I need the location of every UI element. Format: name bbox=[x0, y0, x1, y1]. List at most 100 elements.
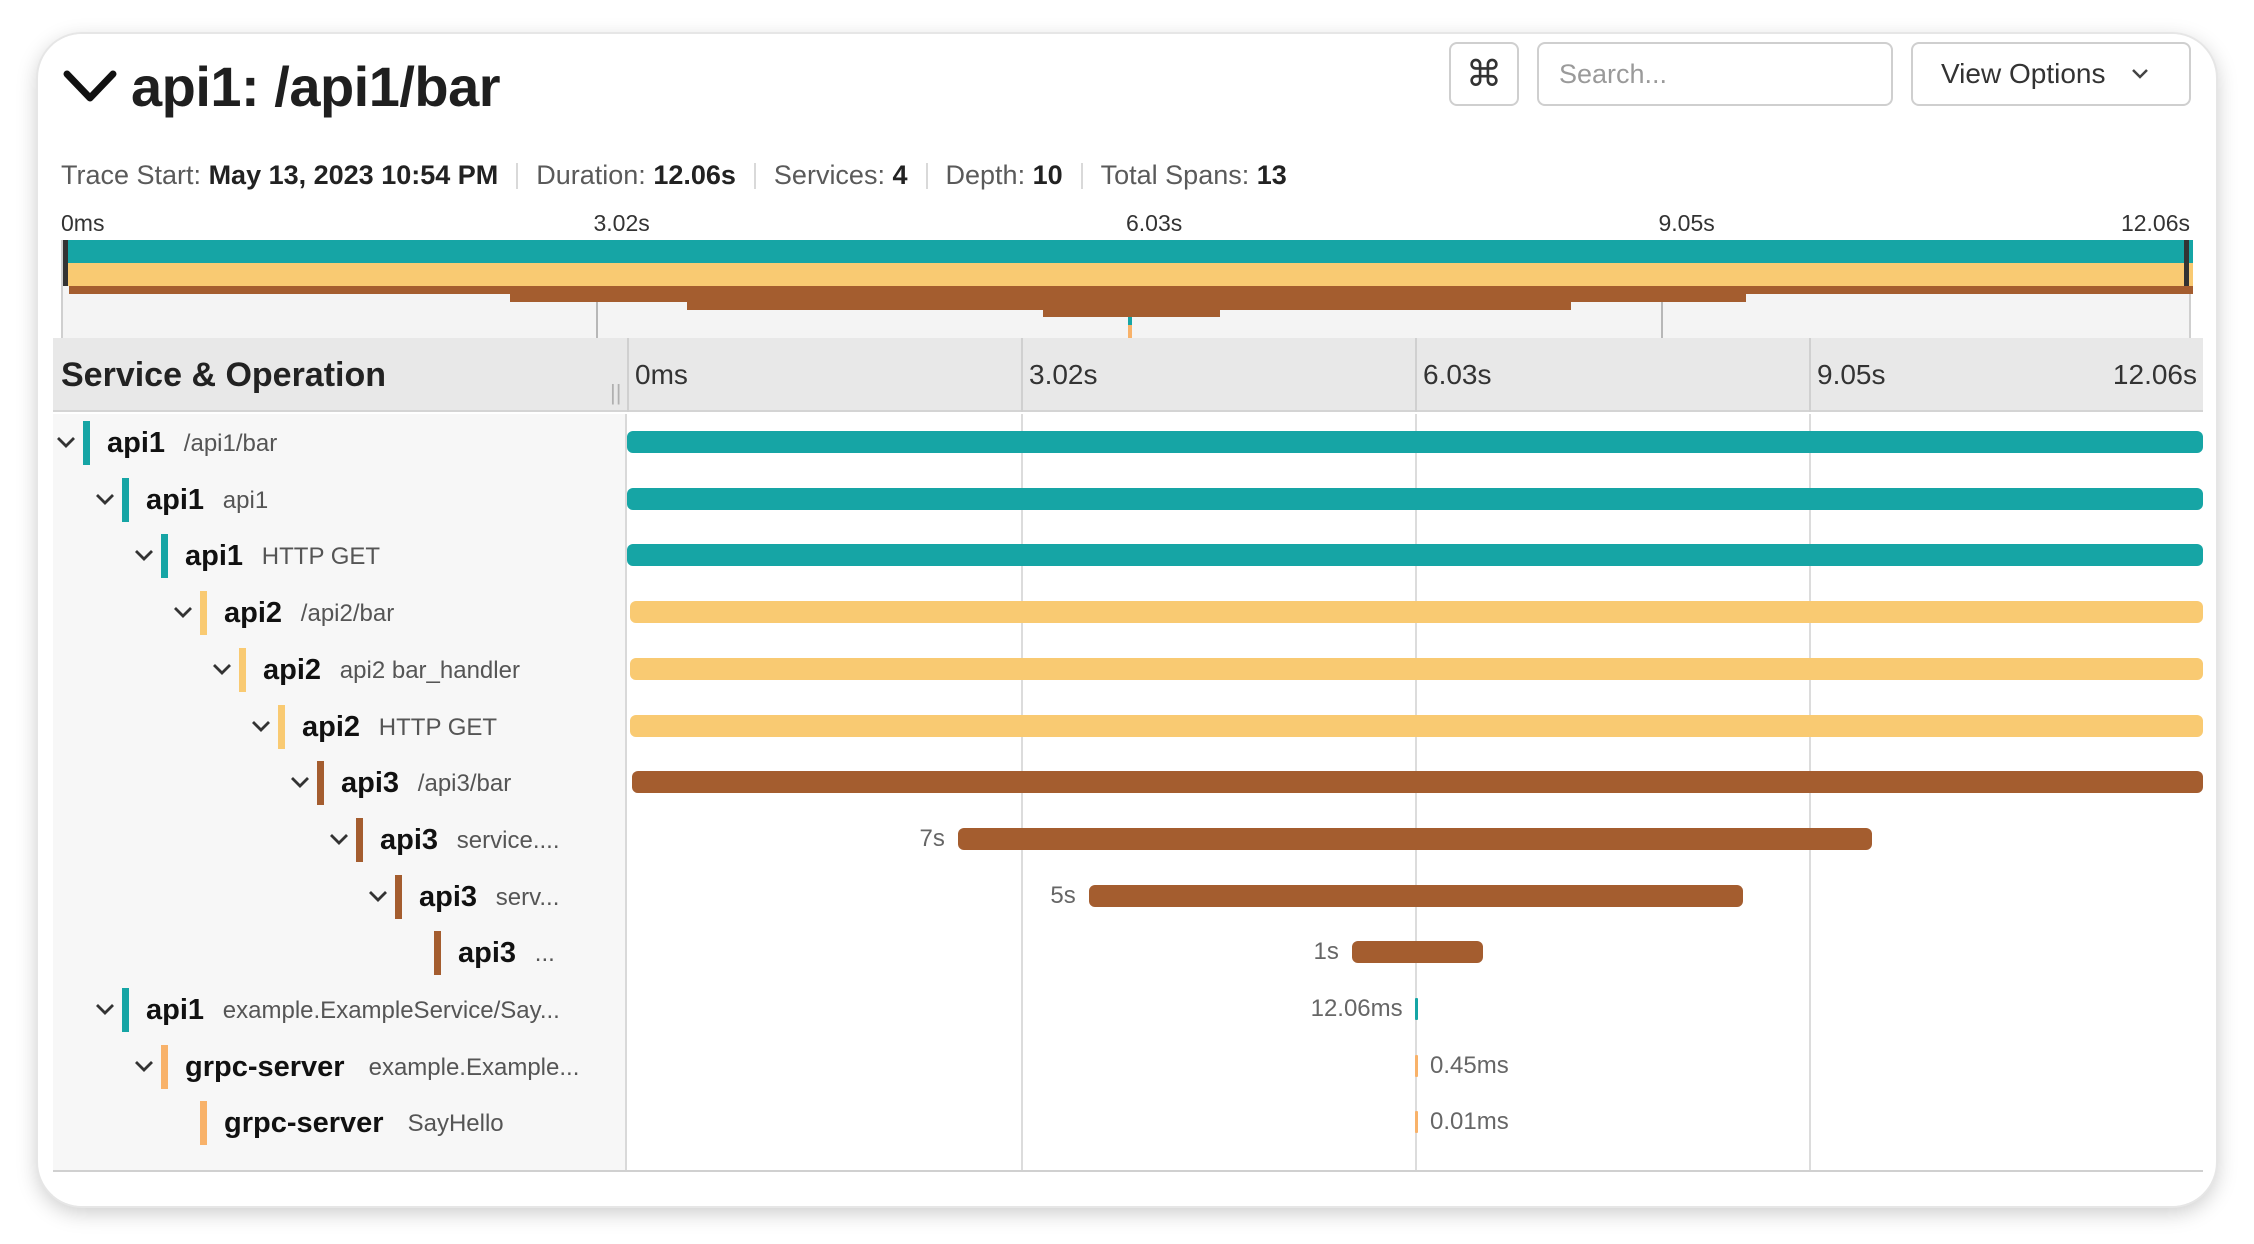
span-duration-label: 0.45ms bbox=[1430, 1051, 1509, 1079]
chevron-down-icon[interactable] bbox=[94, 490, 116, 508]
trace-header: api1: /api1/bar ⌘ View Options Trace Sta… bbox=[53, 34, 2203, 224]
span-duration-bar[interactable] bbox=[957, 827, 1873, 850]
minimap-span-bar bbox=[510, 294, 1746, 302]
timeline-tick-divider bbox=[1415, 338, 1417, 412]
span-operation-name: ... bbox=[534, 940, 555, 968]
view-options-button[interactable]: View Options bbox=[1911, 42, 2191, 106]
span-service-name: api2 bbox=[302, 710, 361, 743]
duration-value: 12.06s bbox=[653, 160, 736, 190]
span-row[interactable]: api3... bbox=[53, 924, 627, 982]
minimap-tick-label: 12.06s bbox=[2120, 210, 2190, 236]
duration-label: Duration: bbox=[536, 160, 646, 190]
span-operation-name: example.Example... bbox=[368, 1053, 580, 1081]
timeline-tick-label: 9.05s bbox=[1817, 359, 1886, 390]
span-duration-bar[interactable] bbox=[1351, 941, 1483, 964]
trace-title: api1: /api1/bar bbox=[131, 55, 501, 118]
total-spans-value: 13 bbox=[1256, 160, 1287, 190]
span-row[interactable]: api3/api3/bar bbox=[53, 754, 627, 812]
chevron-down-icon[interactable] bbox=[328, 830, 350, 848]
timeline-tick-label: 0ms bbox=[635, 359, 688, 390]
span-duration-label: 1s bbox=[1313, 938, 1339, 966]
span-row[interactable]: api1/api1/bar bbox=[53, 414, 627, 472]
span-service-name: api1 bbox=[146, 483, 205, 516]
minimap-span-bar bbox=[1128, 332, 1132, 341]
span-duration-bar[interactable] bbox=[630, 601, 2203, 624]
divider bbox=[1080, 162, 1083, 189]
span-duration-bar[interactable] bbox=[630, 657, 2203, 680]
services-value: 4 bbox=[892, 160, 908, 190]
span-row[interactable]: api3 service.... bbox=[53, 811, 627, 869]
span-duration-bar[interactable] bbox=[1415, 1111, 1418, 1134]
command-icon: ⌘ bbox=[1466, 53, 1502, 94]
span-service-name: grpc-server bbox=[185, 1050, 345, 1083]
table-bottom-border bbox=[53, 1170, 2203, 1172]
timeline-table: Service & Operation || 0ms 3.02s 6.03s 9.05… bbox=[53, 338, 2203, 1176]
span-operation-name: /api3/bar bbox=[417, 770, 512, 798]
depth-label: Depth: bbox=[945, 160, 1026, 190]
service-color-indicator bbox=[161, 534, 168, 579]
trace-summary: Trace Start: May 13, 2023 10:54 PM Durat… bbox=[61, 160, 1287, 191]
window-frame: api1: /api1/bar ⌘ View Options Trace Sta… bbox=[38, 34, 2216, 1206]
span-duration-label: 7s bbox=[919, 824, 945, 852]
collapse-chevron-icon[interactable] bbox=[61, 58, 119, 116]
minimap-span-bar bbox=[1128, 325, 1132, 333]
span-row[interactable]: api2/api2/bar bbox=[53, 584, 627, 642]
span-duration-bar[interactable] bbox=[631, 771, 2203, 794]
chevron-down-icon[interactable] bbox=[211, 660, 233, 678]
service-color-indicator bbox=[200, 591, 207, 636]
span-row[interactable]: api2 api2 bar_handler bbox=[53, 641, 627, 699]
span-operation-name: api1 bbox=[222, 486, 269, 514]
span-duration-bar[interactable] bbox=[630, 714, 2203, 737]
chevron-down-icon[interactable] bbox=[94, 1000, 116, 1018]
span-duration-bar[interactable] bbox=[1415, 998, 1418, 1020]
span-operation-name: /api2/bar bbox=[300, 600, 395, 628]
minimap-span-bar bbox=[69, 286, 2193, 295]
keyboard-shortcuts-button[interactable]: ⌘ bbox=[1449, 42, 1519, 106]
span-row[interactable]: api1 HTTP GET bbox=[53, 527, 627, 585]
span-duration-bar[interactable] bbox=[1088, 884, 1743, 907]
minimap-range-handle[interactable] bbox=[2184, 240, 2189, 286]
span-service-name: api2 bbox=[263, 653, 322, 686]
span-operation-name: HTTP GET bbox=[378, 713, 498, 741]
timeline-tick-divider bbox=[1809, 338, 1811, 412]
chevron-down-icon[interactable] bbox=[133, 546, 155, 564]
span-duration-bar[interactable] bbox=[627, 487, 2203, 510]
chevron-down-icon[interactable] bbox=[55, 433, 77, 451]
span-row[interactable]: api2 HTTP GET bbox=[53, 698, 627, 756]
minimap-span-bar bbox=[67, 278, 2193, 287]
trace-start-label: Trace Start: bbox=[61, 160, 202, 190]
minimap-span-bar bbox=[1042, 309, 1220, 318]
search-input[interactable] bbox=[1537, 42, 1893, 106]
span-row[interactable]: api1 api1 bbox=[53, 471, 627, 529]
span-row[interactable]: grpc-server SayHello bbox=[53, 1094, 627, 1152]
chevron-down-icon[interactable] bbox=[250, 717, 272, 735]
span-duration-bar[interactable] bbox=[627, 544, 2203, 567]
span-operation-name: api2 bar_handler bbox=[339, 656, 520, 684]
chevron-down-icon[interactable] bbox=[133, 1057, 155, 1075]
service-color-indicator bbox=[395, 874, 402, 919]
span-duration-bar[interactable] bbox=[627, 431, 2203, 453]
chevron-down-icon[interactable] bbox=[367, 887, 389, 905]
span-operation-name: HTTP GET bbox=[261, 543, 381, 571]
minimap-span-bar bbox=[63, 247, 2193, 256]
minimap-tick-label: 3.02s bbox=[593, 210, 650, 236]
span-row[interactable]: api3 serv... bbox=[53, 868, 627, 926]
minimap-span-bar bbox=[1128, 317, 1132, 326]
span-duration-bar[interactable] bbox=[1415, 1054, 1418, 1077]
service-color-indicator bbox=[122, 477, 129, 522]
span-row[interactable]: grpc-server example.Example... bbox=[53, 1038, 627, 1096]
minimap-canvas[interactable] bbox=[61, 240, 2193, 356]
span-duration-label: 12.06ms bbox=[1310, 995, 1403, 1022]
minimap-tick-label: 0ms bbox=[61, 210, 105, 236]
chevron-down-icon[interactable] bbox=[172, 603, 194, 621]
divider bbox=[516, 162, 519, 189]
span-row[interactable]: api1 example.ExampleService/Say... bbox=[53, 981, 627, 1039]
column-resize-handle[interactable]: || bbox=[610, 380, 622, 405]
span-operation-name: /api1/bar bbox=[183, 430, 278, 457]
minimap-range-handle[interactable] bbox=[63, 240, 68, 286]
service-color-indicator bbox=[200, 1101, 207, 1146]
timeline-tick-label: 6.03s bbox=[1423, 359, 1492, 390]
trace-minimap[interactable]: 0ms 3.02s 6.03s 9.05s 12.06s bbox=[61, 210, 2196, 358]
span-operation-name: service.... bbox=[456, 826, 560, 854]
chevron-down-icon[interactable] bbox=[289, 773, 311, 791]
